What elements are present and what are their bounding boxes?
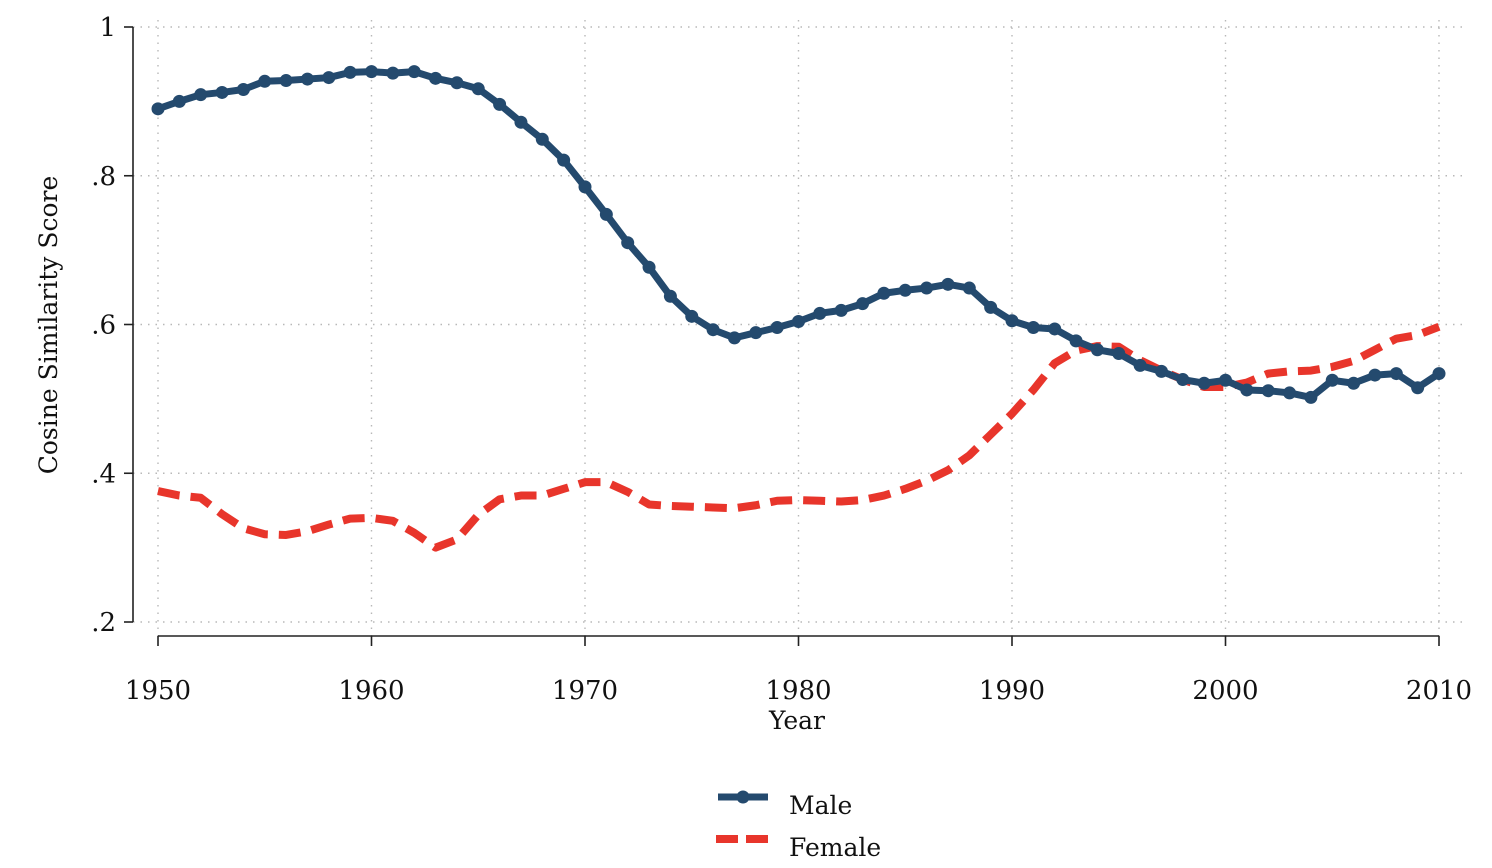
data-point-male: [1283, 386, 1297, 400]
data-point-male: [1112, 347, 1126, 361]
data-point-male: [535, 132, 549, 146]
data-point-male: [706, 323, 720, 337]
data-point-male: [1026, 320, 1040, 334]
y-tick-label: 1: [99, 13, 116, 43]
data-point-male: [1219, 373, 1232, 387]
x-tick-label: 1950: [125, 676, 191, 706]
data-point-male: [941, 277, 955, 291]
x-tick-label: 1970: [552, 676, 618, 706]
data-point-male: [215, 85, 229, 99]
data-point-male: [920, 281, 934, 295]
data-point-male: [856, 297, 870, 311]
data-point-male: [1090, 343, 1104, 357]
data-point-male: [642, 260, 656, 274]
data-point-male: [407, 65, 421, 79]
data-point-male: [749, 326, 763, 340]
data-point-male: [343, 65, 357, 79]
data-point-male: [493, 97, 507, 111]
y-axis-title: Cosine Similarity Score: [34, 176, 63, 475]
y-tick-label: .8: [91, 162, 116, 192]
data-point-male: [386, 66, 400, 80]
data-point-male: [194, 88, 208, 102]
data-point-male: [770, 320, 784, 334]
x-tick-label: 2000: [1192, 676, 1258, 706]
data-point-male: [471, 82, 485, 96]
data-point-male: [621, 236, 635, 250]
data-point-male: [1069, 334, 1083, 348]
data-point-male: [450, 76, 464, 90]
legend-marker-male: [736, 790, 750, 804]
data-point-male: [898, 283, 912, 297]
data-point-male: [1347, 376, 1361, 390]
data-point-male: [1432, 367, 1446, 381]
data-point-male: [151, 102, 165, 116]
data-point-male: [1133, 358, 1147, 372]
data-point-male: [1048, 322, 1062, 336]
data-point-male: [813, 306, 827, 320]
legend-label-female: Female: [789, 833, 881, 862]
y-tick-label: .2: [91, 608, 116, 638]
data-point-male: [1005, 314, 1019, 328]
data-point-male: [1368, 368, 1382, 382]
data-point-male: [365, 65, 378, 79]
data-point-male: [599, 207, 613, 221]
y-tick-label: .4: [91, 459, 116, 489]
legend-label-male: Male: [789, 791, 852, 820]
data-point-male: [236, 82, 250, 96]
data-point-male: [1154, 364, 1168, 378]
gridlines: [133, 20, 1462, 636]
data-point-male: [962, 281, 976, 295]
series-line-female: [157, 322, 1441, 552]
x-tick-label: 1960: [338, 676, 404, 706]
data-point-male: [258, 74, 272, 88]
data-point-male: [1304, 390, 1318, 404]
data-point-male: [279, 74, 293, 88]
data-point-male: [834, 303, 848, 317]
data-point-male: [172, 94, 186, 108]
data-point-male: [1261, 384, 1275, 398]
x-tick-label: 1990: [979, 676, 1045, 706]
data-point-male: [1197, 376, 1211, 390]
series-group: [151, 65, 1446, 552]
data-point-male: [578, 180, 592, 194]
x-tick-label: 1980: [765, 676, 831, 706]
data-point-male: [1240, 383, 1254, 397]
data-point-male: [1389, 367, 1403, 381]
data-point-male: [727, 331, 741, 345]
data-point-male: [322, 71, 336, 85]
data-point-male: [663, 289, 677, 303]
data-point-male: [1411, 381, 1425, 395]
legend: Male Female: [716, 790, 881, 862]
data-point-male: [685, 309, 699, 323]
data-point-male: [877, 286, 891, 300]
x-tick-label: 2010: [1406, 676, 1472, 706]
data-point-male: [557, 153, 571, 167]
data-point-male: [429, 71, 443, 85]
data-point-male: [1325, 373, 1339, 387]
y-tick-label: .6: [91, 311, 116, 341]
data-point-male: [984, 300, 998, 314]
data-point-male: [792, 315, 805, 329]
x-axis-title: Year: [768, 706, 825, 735]
series-line-male: [154, 68, 1443, 401]
data-point-male: [514, 115, 528, 129]
data-point-male: [1176, 373, 1190, 387]
data-point-male: [300, 72, 314, 86]
axes: .2 .4 .6 .8 1 1950 1960 1970 1980 1990 2000 2010: [91, 13, 1472, 706]
